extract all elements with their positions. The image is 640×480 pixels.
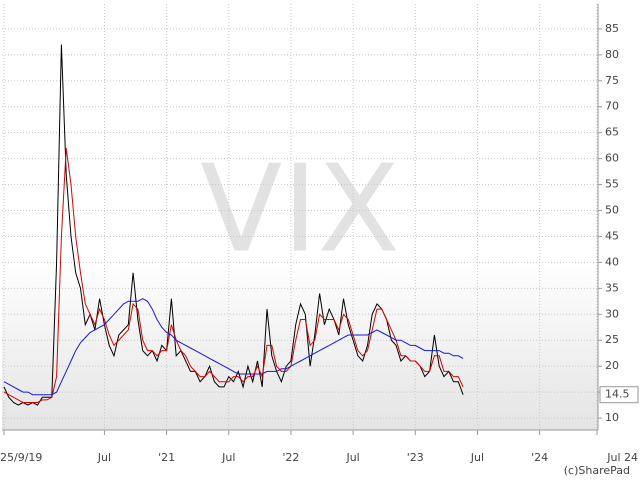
x-tick-label: 25/9/19 <box>0 451 42 464</box>
x-tick-label: Jul <box>345 451 359 464</box>
x-tick-label: Jul <box>470 451 484 464</box>
y-tick-label: 80 <box>605 48 619 61</box>
x-tick-label: Jul <box>97 451 111 464</box>
y-tick-label: 40 <box>605 255 619 268</box>
x-tick-label: '23 <box>407 451 424 464</box>
y-tick-label: 50 <box>605 204 619 217</box>
series-line <box>3 148 464 403</box>
y-tick-label: 65 <box>605 126 619 139</box>
y-tick-label: 30 <box>605 307 619 320</box>
plot-area <box>2 4 598 430</box>
y-tick-label: 60 <box>605 152 619 165</box>
x-tick-label: Jul <box>221 451 235 464</box>
y-tick-label: 45 <box>605 229 619 242</box>
y-tick-label: 85 <box>605 22 619 35</box>
y-tick-label: 25 <box>605 333 619 346</box>
y-tick-label: 10 <box>605 411 619 424</box>
y-tick-label: 75 <box>605 74 619 87</box>
x-tick-label: Jul 24 <box>606 451 638 464</box>
x-tick-label: '22 <box>282 451 299 464</box>
y-tick-label: 35 <box>605 281 619 294</box>
y-tick-label: 55 <box>605 178 619 191</box>
series-line <box>3 298 464 396</box>
x-tick-label: '21 <box>158 451 175 464</box>
y-tick-label: 70 <box>605 100 619 113</box>
y-tick-label: 20 <box>605 359 619 372</box>
x-tick-label: '24 <box>531 451 548 464</box>
last-value-label: 14.5 <box>605 388 630 401</box>
copyright: (c)SharePad <box>564 464 630 477</box>
last-value-box <box>599 386 639 404</box>
